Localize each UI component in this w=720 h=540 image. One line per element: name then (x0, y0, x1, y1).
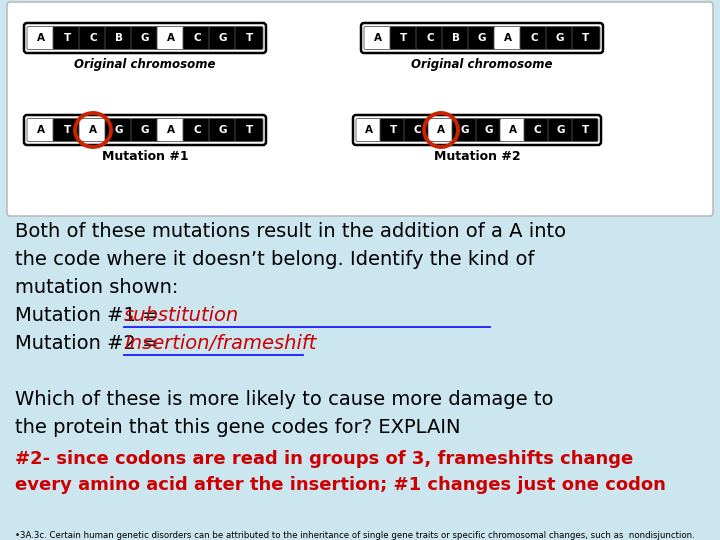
FancyBboxPatch shape (53, 118, 81, 141)
Text: Mutation #1: Mutation #1 (102, 150, 189, 163)
Text: G: G (219, 33, 228, 43)
Text: C: C (193, 33, 201, 43)
FancyBboxPatch shape (520, 26, 548, 50)
FancyBboxPatch shape (452, 118, 478, 141)
FancyBboxPatch shape (235, 26, 263, 50)
Text: T: T (63, 33, 71, 43)
Text: C: C (89, 33, 96, 43)
FancyBboxPatch shape (183, 26, 211, 50)
FancyBboxPatch shape (442, 26, 470, 50)
Text: A: A (437, 125, 445, 135)
FancyBboxPatch shape (105, 26, 133, 50)
FancyBboxPatch shape (572, 118, 598, 141)
FancyBboxPatch shape (476, 118, 502, 141)
FancyBboxPatch shape (79, 118, 107, 141)
FancyBboxPatch shape (356, 118, 382, 141)
Text: Which of these is more likely to cause more damage to: Which of these is more likely to cause m… (15, 390, 554, 409)
Text: T: T (582, 33, 590, 43)
Text: Mutation #2: Mutation #2 (433, 150, 521, 163)
FancyBboxPatch shape (548, 118, 574, 141)
Text: Insertion/frameshift: Insertion/frameshift (125, 334, 317, 353)
Text: #2- since codons are read in groups of 3, frameshifts change: #2- since codons are read in groups of 3… (15, 450, 634, 468)
FancyBboxPatch shape (468, 26, 496, 50)
Text: B: B (452, 33, 460, 43)
Text: G: G (114, 125, 123, 135)
FancyBboxPatch shape (105, 118, 133, 141)
Text: every amino acid after the insertion; #1 changes just one codon: every amino acid after the insertion; #1… (15, 476, 666, 494)
FancyBboxPatch shape (27, 118, 55, 141)
FancyBboxPatch shape (7, 2, 713, 216)
Text: T: T (581, 125, 589, 135)
Text: A: A (167, 125, 175, 135)
Text: C: C (534, 125, 541, 135)
Text: G: G (140, 125, 149, 135)
Text: A: A (504, 33, 512, 43)
Text: T: T (246, 33, 253, 43)
FancyBboxPatch shape (235, 118, 263, 141)
FancyBboxPatch shape (53, 26, 81, 50)
FancyBboxPatch shape (209, 26, 237, 50)
Text: Mutation #2 =: Mutation #2 = (15, 334, 165, 353)
FancyBboxPatch shape (131, 26, 159, 50)
Text: Both of these mutations result in the addition of a A into: Both of these mutations result in the ad… (15, 222, 566, 241)
FancyBboxPatch shape (157, 118, 185, 141)
Text: Original chromosome: Original chromosome (74, 58, 216, 71)
Text: G: G (140, 33, 149, 43)
FancyBboxPatch shape (131, 118, 159, 141)
FancyBboxPatch shape (209, 118, 237, 141)
Text: A: A (374, 33, 382, 43)
Text: G: G (485, 125, 493, 135)
Text: substitution: substitution (125, 306, 240, 325)
Text: G: G (557, 125, 565, 135)
Text: C: C (193, 125, 201, 135)
FancyBboxPatch shape (157, 26, 185, 50)
Text: C: C (426, 33, 434, 43)
Text: T: T (63, 125, 71, 135)
Text: A: A (89, 125, 97, 135)
Text: C: C (530, 33, 538, 43)
Text: A: A (509, 125, 517, 135)
Text: A: A (365, 125, 373, 135)
FancyBboxPatch shape (416, 26, 444, 50)
FancyBboxPatch shape (572, 26, 600, 50)
FancyBboxPatch shape (79, 26, 107, 50)
FancyBboxPatch shape (390, 26, 418, 50)
Text: C: C (413, 125, 420, 135)
FancyBboxPatch shape (404, 118, 430, 141)
FancyBboxPatch shape (428, 118, 454, 141)
Text: B: B (115, 33, 123, 43)
Text: G: G (556, 33, 564, 43)
FancyBboxPatch shape (546, 26, 574, 50)
Text: T: T (390, 125, 397, 135)
Text: the code where it doesn’t belong. Identify the kind of: the code where it doesn’t belong. Identi… (15, 250, 534, 269)
Text: the protein that this gene codes for? EXPLAIN: the protein that this gene codes for? EX… (15, 418, 461, 437)
FancyBboxPatch shape (500, 118, 526, 141)
Text: •3A.3c. Certain human genetic disorders can be attributed to the inheritance of : •3A.3c. Certain human genetic disorders … (15, 531, 695, 540)
Text: mutation shown:: mutation shown: (15, 278, 179, 297)
FancyBboxPatch shape (524, 118, 550, 141)
FancyBboxPatch shape (494, 26, 522, 50)
Text: A: A (167, 33, 175, 43)
FancyBboxPatch shape (364, 26, 392, 50)
Text: A: A (37, 125, 45, 135)
FancyBboxPatch shape (380, 118, 406, 141)
FancyBboxPatch shape (27, 26, 55, 50)
Text: Original chromosome: Original chromosome (411, 58, 553, 71)
Text: A: A (37, 33, 45, 43)
Text: T: T (400, 33, 408, 43)
FancyBboxPatch shape (183, 118, 211, 141)
Text: G: G (219, 125, 228, 135)
Text: Mutation #1 =: Mutation #1 = (15, 306, 165, 325)
Text: T: T (246, 125, 253, 135)
Text: G: G (461, 125, 469, 135)
Text: G: G (478, 33, 486, 43)
